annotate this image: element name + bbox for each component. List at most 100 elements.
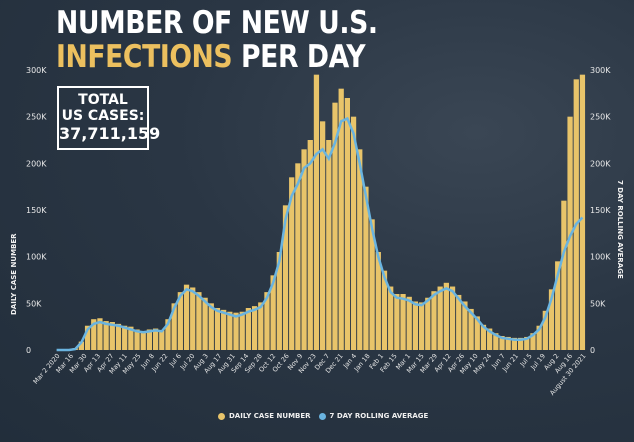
y-axis-label-left: DAILY CASE NUMBER [10,233,18,315]
bar [418,302,425,350]
bar [320,121,326,350]
bar [295,163,301,350]
bar [412,301,419,350]
bar [468,308,474,350]
bar [233,312,239,350]
bar [555,261,561,350]
y-tick-label-right: 300K [590,66,611,75]
bar [344,98,350,350]
y-tick-label: 250K [26,113,47,122]
bar [282,205,289,350]
bar [548,289,555,350]
bar-series [72,74,586,351]
bar [221,309,227,350]
bar [406,296,412,350]
y-tick-label-right: 150K [590,206,611,215]
bar [276,252,282,350]
legend-label-average: 7 DAY ROLLING AVERAGE [329,412,429,420]
y-tick-label-right: 100K [590,253,611,262]
legend-label-daily: DAILY CASE NUMBER [229,412,311,420]
bar [425,297,431,350]
bar [499,336,505,350]
bar [202,297,208,350]
bar [270,275,276,350]
bar [332,102,338,350]
y-axis-right: 0 50K 100K 150K 200K 250K 300K [590,66,611,355]
bar [177,292,183,350]
bar [462,301,468,350]
y-tick-label-right: 50K [590,299,606,308]
bar [84,325,91,350]
title-line-1: NUMBER OF NEW U.S. [56,5,378,41]
bar [357,149,363,350]
legend-item-average: 7 DAY ROLLING AVERAGE [318,412,429,420]
bar [103,321,109,350]
bar [536,325,542,350]
total-cases-value: 37,711,159 [59,124,161,143]
y-tick-label-right: 250K [590,113,611,122]
bar [524,336,530,350]
bar [579,74,586,351]
bar [171,303,177,350]
y-tick-label-right: 200K [590,159,611,168]
bar [350,116,357,350]
y-tick-label: 300K [26,66,47,75]
us-cases-label: US CASES: [61,108,145,124]
bar [363,186,369,350]
bar [338,88,344,351]
bar [474,316,480,350]
bar [381,270,388,350]
total-label: TOTAL [78,92,128,108]
bar [165,319,171,350]
bar [530,333,536,350]
y-tick-label: 0 [26,346,31,355]
bar [573,79,579,350]
bar [456,294,462,350]
bar [264,292,270,350]
bar [183,284,190,350]
y-tick-label: 200K [26,159,47,168]
bar [258,302,264,350]
y-tick-label-right: 0 [590,346,595,355]
legend: DAILY CASE NUMBER 7 DAY ROLLING AVERAGE [218,412,428,420]
bar [91,319,97,350]
bar [301,149,307,350]
bar [134,329,140,350]
y-tick-label: 100K [26,253,47,262]
bar [239,311,245,350]
bar [146,329,153,350]
bar [375,252,381,350]
bar [561,200,567,350]
bar [159,330,165,350]
bar [505,336,511,350]
bar [140,331,146,350]
bar [196,292,202,350]
bar [128,326,134,350]
bar [251,306,258,350]
title-accent: INFECTIONS [56,39,233,75]
bar [122,325,128,350]
bar [245,308,252,350]
title-line-2: INFECTIONS PER DAY [56,39,366,75]
bar [443,282,449,350]
y-tick-label: 50K [26,299,42,308]
bar [313,74,320,351]
bar [307,140,313,350]
rolling-average-line [56,116,584,352]
bar [227,311,233,350]
bar [97,318,103,350]
legend-swatch-daily [218,412,225,420]
bar [542,310,548,350]
bar [493,333,499,350]
legend-item-daily: DAILY CASE NUMBER [218,412,311,420]
bar [431,291,437,350]
y-axis-label-right: 7 DAY ROLLING AVERAGE [616,180,624,279]
bar [480,324,487,350]
bar [388,286,394,350]
bar [78,341,84,350]
bar [437,286,443,350]
bar [190,287,196,350]
